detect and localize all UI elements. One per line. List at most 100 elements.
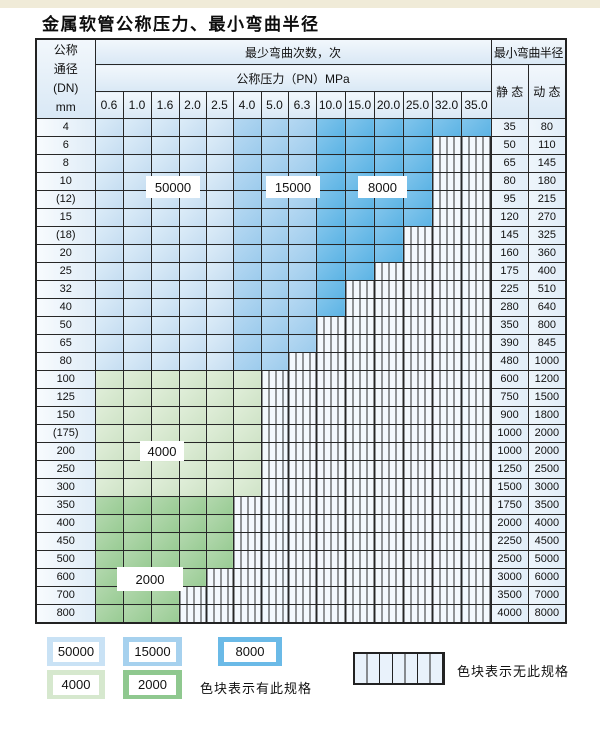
no-spec-cell <box>402 478 433 497</box>
spec-table-wrap: 公称 通径 (DN) mm 最少弯曲次数，次 最小弯曲半径 公称压力（PN）MP… <box>35 38 568 624</box>
no-spec-cell <box>315 568 346 587</box>
dn-value: 125 <box>35 388 96 407</box>
no-spec-cell <box>431 460 462 479</box>
no-spec-cell <box>287 532 317 551</box>
no-spec-cell <box>460 352 492 371</box>
spec-cell <box>122 406 152 425</box>
table-row: 6 50 110 <box>35 136 567 155</box>
spec-cell <box>122 208 152 227</box>
spec-cell <box>178 550 207 569</box>
spec-cell <box>178 154 207 173</box>
spec-cell <box>122 262 152 281</box>
no-spec-cell <box>315 532 346 551</box>
static-radius-value: 750 <box>490 388 529 407</box>
dynamic-header: 动 态 <box>527 64 567 119</box>
pressure-tick: 20.0 <box>373 91 404 119</box>
no-spec-cell <box>315 388 346 407</box>
legend-swatch-value: 15000 <box>129 641 176 662</box>
no-spec-cell <box>260 478 289 497</box>
radius-header: 最小弯曲半径 <box>490 38 567 65</box>
legend-swatch-8000: 8000 <box>218 637 282 666</box>
spec-cell <box>178 496 207 515</box>
spec-cell <box>315 262 346 281</box>
no-spec-cell <box>460 154 492 173</box>
static-radius-value: 1500 <box>490 478 529 497</box>
no-spec-cell <box>460 262 492 281</box>
spec-cell <box>287 208 317 227</box>
no-spec-cell <box>460 136 492 155</box>
spec-cell <box>122 136 152 155</box>
spec-cell <box>94 226 124 245</box>
table-row: 65 390 845 <box>35 334 567 353</box>
dynamic-radius-value: 5000 <box>527 550 567 569</box>
legend-swatch-2000: 2000 <box>123 670 182 699</box>
no-spec-cell <box>260 550 289 569</box>
no-spec-cell <box>344 478 375 497</box>
spec-cell <box>150 334 180 353</box>
no-spec-cell <box>431 514 462 533</box>
spec-cell <box>94 424 124 443</box>
no-spec-cell <box>344 424 375 443</box>
dynamic-radius-value: 145 <box>527 154 567 173</box>
no-spec-cell <box>315 316 346 335</box>
legend-no-spec-note: 色块表示无此规格 <box>457 664 570 679</box>
bend-cycles-header: 最少弯曲次数，次 <box>94 38 492 65</box>
no-spec-cell <box>287 478 317 497</box>
spec-cell <box>150 424 180 443</box>
no-spec-cell <box>402 370 433 389</box>
spec-cell <box>205 208 234 227</box>
no-spec-cell <box>287 442 317 461</box>
no-spec-cell <box>205 604 234 624</box>
spec-cell <box>205 226 234 245</box>
dynamic-radius-value: 640 <box>527 298 567 317</box>
spec-cell <box>402 154 433 173</box>
no-spec-cell <box>373 406 404 425</box>
no-spec-cell <box>205 568 234 587</box>
static-radius-value: 390 <box>490 334 529 353</box>
no-spec-cell <box>460 442 492 461</box>
pressure-tick: 32.0 <box>431 91 462 119</box>
no-spec-cell <box>402 442 433 461</box>
dn-header: 公称 通径 (DN) mm <box>35 38 96 119</box>
spec-cell <box>232 280 262 299</box>
dn-header-line: (DN) <box>53 81 79 95</box>
spec-cell <box>205 172 234 191</box>
no-spec-cell <box>431 406 462 425</box>
no-spec-cell <box>431 226 462 245</box>
spec-cell <box>178 352 207 371</box>
spec-cell <box>150 478 180 497</box>
spec-cell <box>94 244 124 263</box>
spec-cell <box>232 118 262 137</box>
no-spec-cell <box>431 262 462 281</box>
spec-cell <box>402 172 433 191</box>
table-row: 50 350 800 <box>35 316 567 335</box>
spec-cell <box>232 316 262 335</box>
page-title: 金属软管公称压力、最小弯曲半径 <box>42 15 320 35</box>
spec-cell <box>260 352 289 371</box>
pressure-tick: 35.0 <box>460 91 492 119</box>
no-spec-cell <box>260 406 289 425</box>
table-row: 100 600 1200 <box>35 370 567 389</box>
cycles-label: 8000 <box>358 176 407 198</box>
no-spec-cell <box>402 334 433 353</box>
table-row: 200 1000 2000 <box>35 442 567 461</box>
no-spec-cell <box>402 604 433 624</box>
spec-cell <box>260 262 289 281</box>
spec-cell <box>178 136 207 155</box>
dn-value: 400 <box>35 514 96 533</box>
table-row: 32 225 510 <box>35 280 567 299</box>
pressure-tick: 2.5 <box>205 91 234 119</box>
no-spec-cell <box>344 568 375 587</box>
static-radius-value: 480 <box>490 352 529 371</box>
spec-cell <box>232 442 262 461</box>
spec-cell <box>373 244 404 263</box>
spec-cell <box>122 550 152 569</box>
dynamic-radius-value: 800 <box>527 316 567 335</box>
no-spec-cell <box>232 514 262 533</box>
table-row: 4 35 80 <box>35 118 567 137</box>
spec-cell <box>150 262 180 281</box>
no-spec-cell <box>460 478 492 497</box>
no-spec-cell <box>431 172 462 191</box>
legend-hatch-box <box>353 652 445 685</box>
static-radius-value: 50 <box>490 136 529 155</box>
